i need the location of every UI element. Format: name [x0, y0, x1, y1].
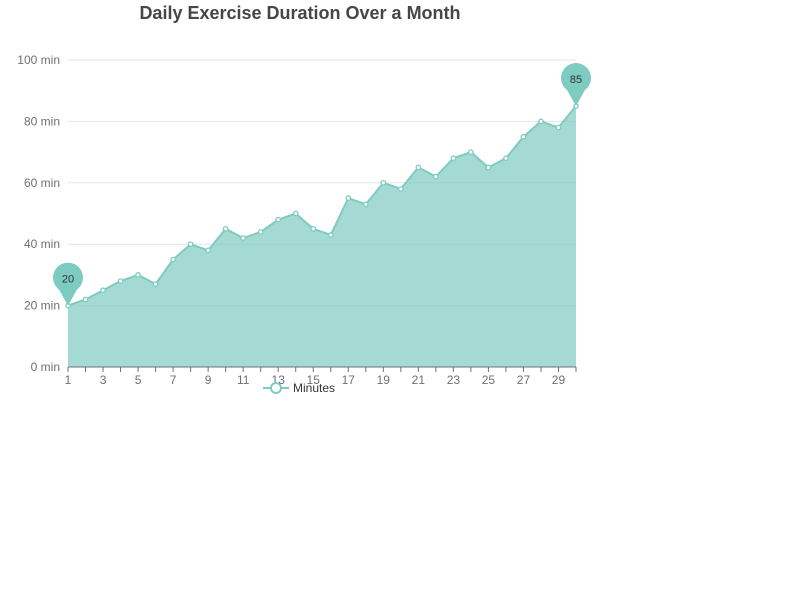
data-point: [415, 164, 422, 171]
chart-title: Daily Exercise Duration Over a Month: [139, 3, 461, 23]
x-tick-label: 5: [135, 373, 142, 387]
series-area: [68, 106, 576, 368]
x-tick-label: 9: [205, 373, 212, 387]
y-tick-label: 60 min: [24, 176, 60, 190]
pin-shape: [53, 262, 84, 306]
legend-marker: [270, 382, 282, 394]
data-point: [555, 124, 562, 131]
data-point: [433, 173, 439, 180]
data-point: [82, 296, 89, 303]
data-point: [275, 216, 282, 223]
x-tick-label: 7: [170, 373, 177, 387]
data-point: [485, 164, 492, 171]
y-tick-label: 0 min: [31, 360, 60, 374]
pin-shape: [561, 63, 592, 107]
pin-label: 20: [62, 274, 74, 286]
data-point: [187, 241, 194, 248]
x-tick-label: 1: [65, 373, 72, 387]
data-point: [152, 281, 159, 287]
data-point: [135, 272, 141, 278]
data-point: [205, 247, 211, 254]
x-tick-label: 25: [482, 373, 496, 387]
data-point: [257, 229, 264, 235]
data-point: [100, 287, 106, 294]
series-line-path: [67, 105, 577, 307]
data-point: [468, 149, 474, 155]
pin-label: 85: [570, 74, 582, 86]
x-tick-label: 23: [447, 373, 461, 387]
data-point: [397, 186, 404, 192]
x-tick-label: 21: [412, 373, 426, 387]
data-point: [222, 226, 229, 232]
data-point: [327, 232, 334, 238]
data-point: [170, 256, 176, 263]
y-tick-label: 80 min: [24, 114, 60, 128]
extreme-pin: 20: [53, 262, 84, 306]
series-line: [67, 105, 577, 307]
x-tick-label: 27: [517, 373, 531, 387]
y-tick-label: 40 min: [24, 237, 60, 251]
axes: 0 min 20 min 40 min 60 min 80 min 100 min 1 3 5 7…: [17, 53, 577, 387]
data-point: [240, 235, 247, 241]
x-tick-label: 3: [100, 373, 107, 387]
x-tick-label: 29: [552, 373, 566, 387]
data-point: [310, 226, 317, 232]
data-point: [362, 201, 369, 208]
area-fill: [68, 106, 576, 368]
x-tick-label: 15: [307, 373, 321, 387]
data-point: [345, 195, 352, 201]
y-tick-label: 20 min: [24, 299, 60, 313]
data-point: [538, 118, 544, 125]
y-tick-label: 100 min: [17, 53, 60, 67]
data-point: [450, 155, 457, 162]
data-point: [503, 155, 509, 162]
data-point: [520, 133, 527, 140]
series-points: [65, 103, 579, 309]
data-point: [117, 278, 124, 284]
legend[interactable]: Minutes: [263, 381, 335, 395]
x-tick-label: 11: [237, 373, 250, 387]
data-point: [380, 179, 387, 186]
extreme-pin: 85: [561, 63, 592, 107]
x-tick-label: 19: [377, 373, 391, 387]
legend-label: Minutes: [293, 381, 335, 395]
x-tick-label: 17: [342, 373, 356, 387]
data-point: [292, 210, 299, 217]
